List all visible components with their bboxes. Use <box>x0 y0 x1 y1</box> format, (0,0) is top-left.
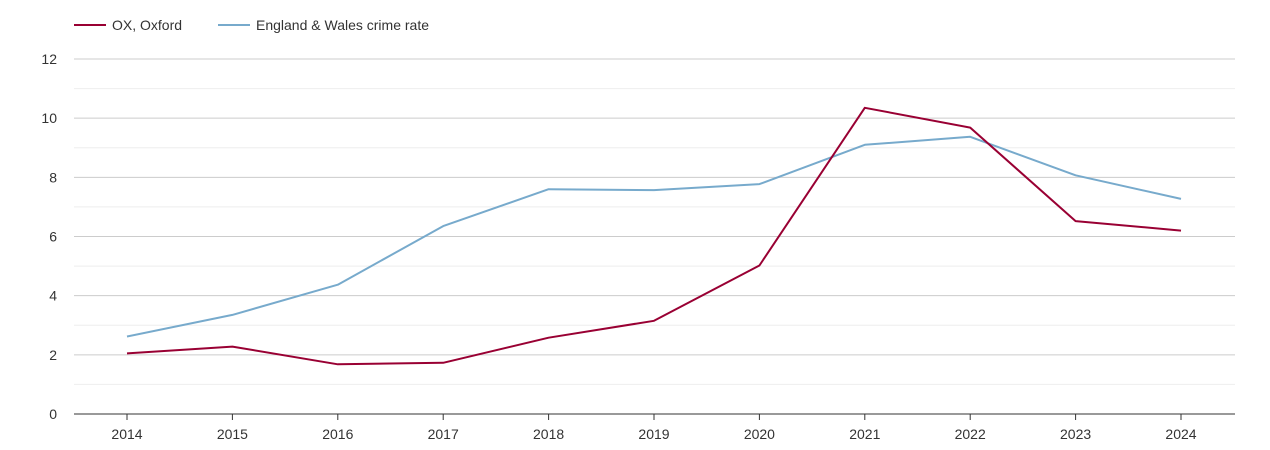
x-tick-label: 2021 <box>849 426 880 442</box>
x-tick-label: 2018 <box>533 426 564 442</box>
x-tick-label: 2016 <box>322 426 353 442</box>
y-tick-label: 6 <box>49 229 57 245</box>
series-lines <box>126 106 1182 366</box>
legend-label-ox-oxford: OX, Oxford <box>112 17 182 33</box>
x-axis: 2014 2015 2016 2017 2018 2019 2020 2021 2022 2023… <box>111 414 1197 442</box>
x-tick-label: 2015 <box>217 426 248 442</box>
x-tick-label: 2017 <box>428 426 459 442</box>
legend-item-ox-oxford[interactable]: OX, Oxford <box>74 17 182 33</box>
y-tick-label: 4 <box>49 288 57 304</box>
x-tick-label: 2019 <box>638 426 669 442</box>
legend: OX, Oxford England & Wales crime rate <box>74 17 429 33</box>
y-tick-label: 8 <box>49 169 57 185</box>
y-tick-label: 12 <box>41 51 57 67</box>
legend-item-england-wales[interactable]: England & Wales crime rate <box>218 17 429 33</box>
x-tick-label: 2024 <box>1165 426 1196 442</box>
y-tick-label: 0 <box>49 406 57 422</box>
y-tick-label: 10 <box>41 110 57 126</box>
x-tick-label: 2014 <box>111 426 142 442</box>
series-line-england-wales-crime-rate <box>126 135 1182 338</box>
legend-label-england-wales: England & Wales crime rate <box>256 17 429 33</box>
x-tick-label: 2022 <box>955 426 986 442</box>
y-axis: 0 2 4 6 8 10 12 <box>41 51 57 422</box>
x-tick-label: 2023 <box>1060 426 1091 442</box>
x-tick-label: 2020 <box>744 426 775 442</box>
grid <box>74 58 1235 415</box>
y-tick-label: 2 <box>49 347 57 363</box>
series-line-ox-oxford <box>126 106 1182 366</box>
